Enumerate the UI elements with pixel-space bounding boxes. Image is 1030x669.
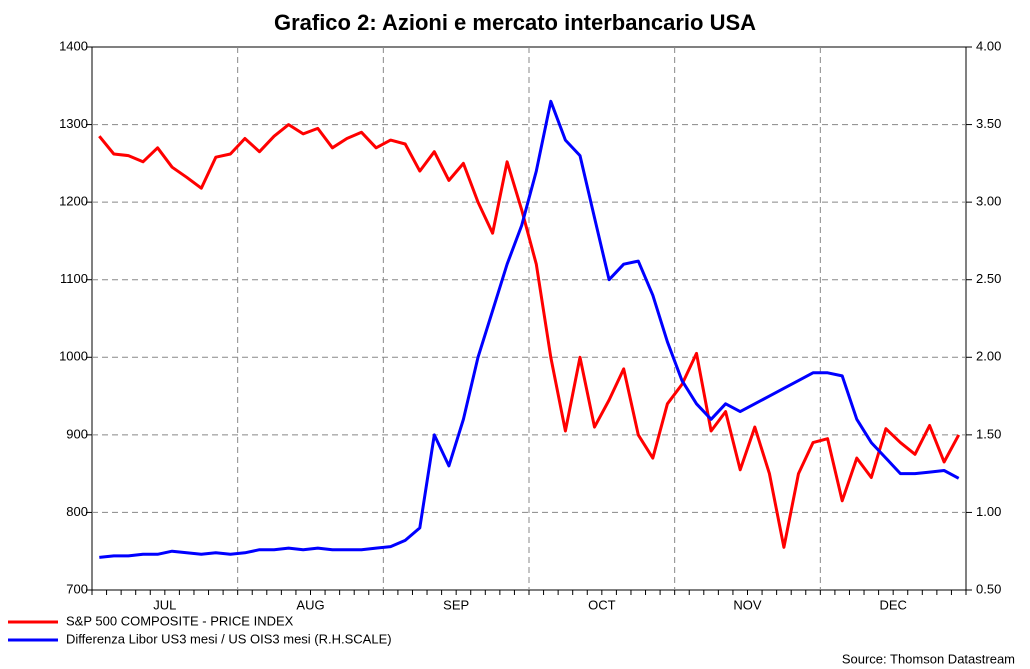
x-tick-label: OCT	[588, 597, 616, 612]
y-tick-label: 700	[66, 581, 88, 596]
series-line	[98, 123, 961, 549]
x-tick-label: DEC	[879, 597, 906, 612]
chart-title: Grafico 2: Azioni e mercato interbancari…	[274, 10, 756, 35]
y-tick-label: 1200	[59, 194, 88, 209]
x-tick-label: JUL	[153, 597, 176, 612]
y2-tick-label: 1.50	[976, 426, 1001, 441]
y2-tick-label: 4.00	[976, 38, 1001, 53]
y-tick-label: 1000	[59, 349, 88, 364]
series-line	[99, 99, 960, 559]
y2-tick-label: 3.50	[976, 116, 1001, 131]
y-tick-label: 900	[66, 426, 88, 441]
x-tick-label: NOV	[733, 597, 762, 612]
y2-tick-label: 1.00	[976, 504, 1001, 519]
legend-label: S&P 500 COMPOSITE - PRICE INDEX	[66, 613, 294, 628]
y-tick-label: 1400	[59, 38, 88, 53]
legend-label: Differenza Libor US3 mesi / US OIS3 mesi…	[66, 631, 392, 646]
y2-tick-label: 2.50	[976, 271, 1001, 286]
source: Source: Thomson Datastream	[842, 651, 1015, 666]
y-tick-label: 1300	[59, 116, 88, 131]
y2-tick-label: 0.50	[976, 581, 1001, 596]
y2-tick-label: 2.00	[976, 349, 1001, 364]
y2-tick-label: 3.00	[976, 194, 1001, 209]
y-tick-label: 1100	[60, 271, 88, 286]
x-tick-label: SEP	[443, 597, 469, 612]
y-tick-label: 800	[66, 504, 88, 519]
x-tick-label: AUG	[296, 597, 324, 612]
